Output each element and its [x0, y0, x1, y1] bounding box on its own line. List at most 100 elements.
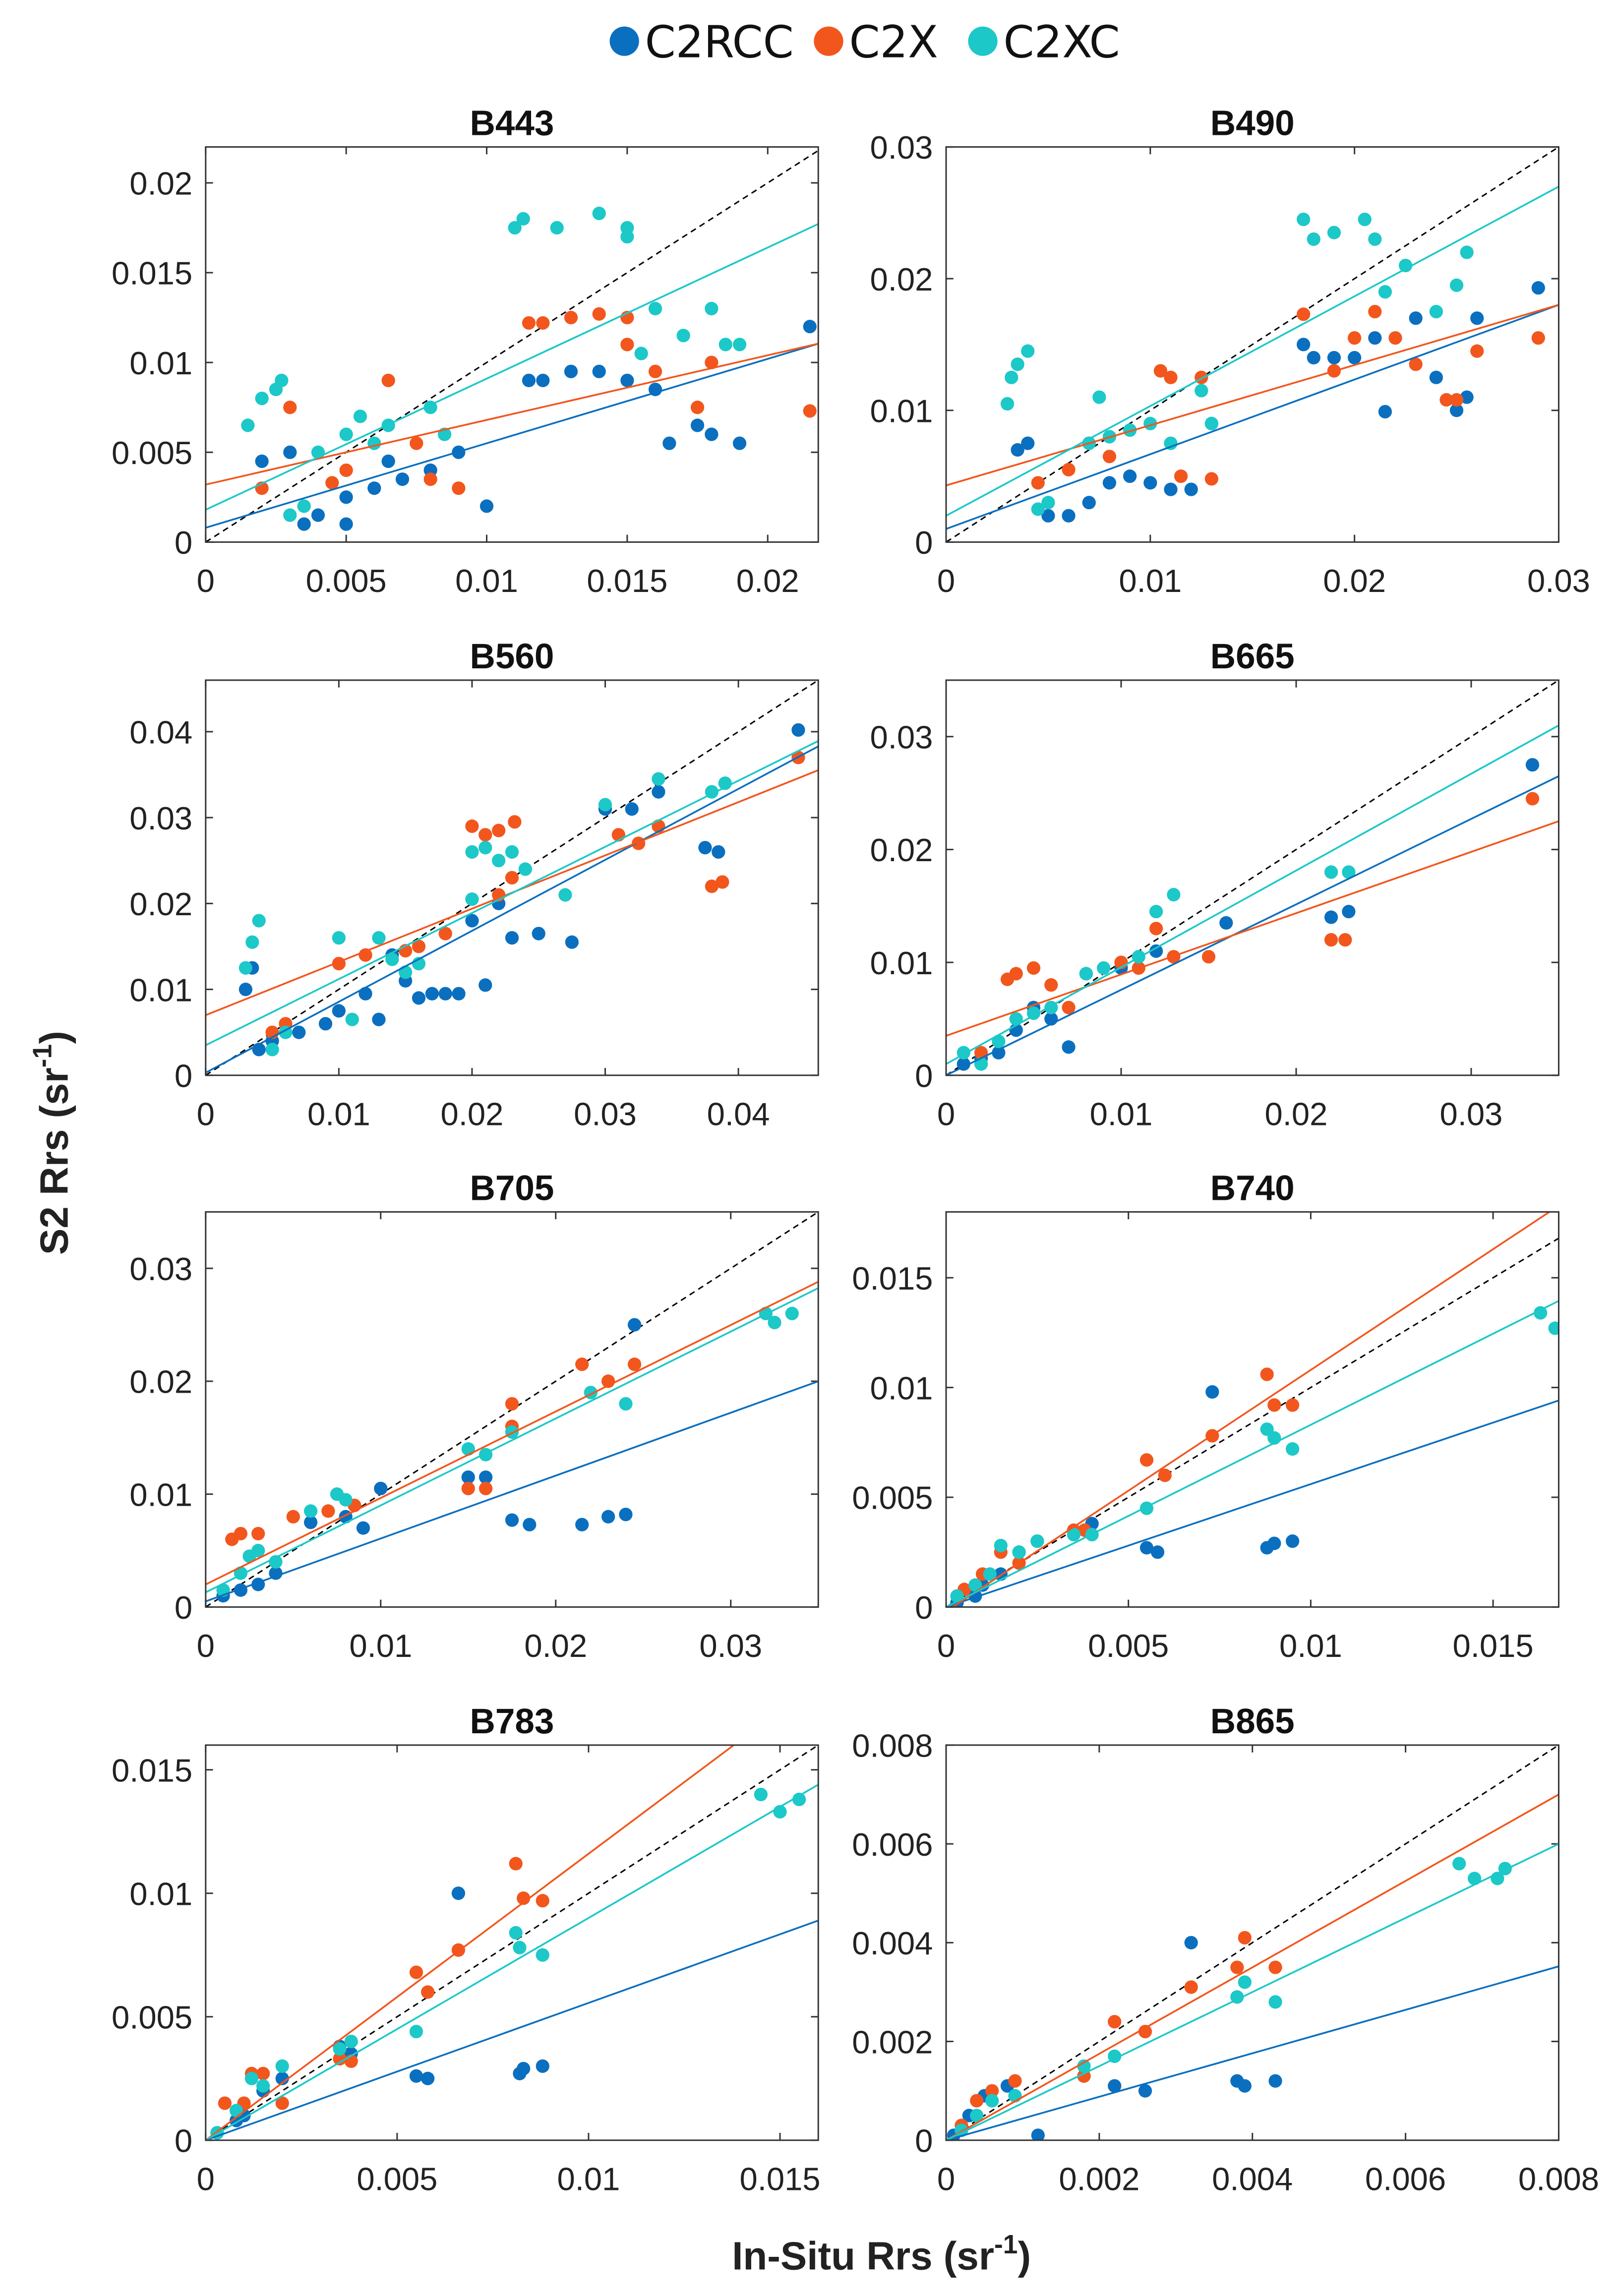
point-c2rcc — [1324, 910, 1338, 924]
x-tick-label: 0.01 — [307, 1096, 370, 1132]
point-c2x — [536, 1894, 549, 1908]
point-c2x — [1062, 1001, 1076, 1014]
x-tick-label: 0.02 — [1265, 1096, 1328, 1132]
point-c2x — [234, 1527, 248, 1540]
point-c2rcc — [575, 1518, 589, 1531]
point-c2rcc — [425, 987, 439, 1001]
point-c2x — [509, 1857, 523, 1871]
point-c2rcc — [1297, 338, 1311, 352]
axes-frame — [205, 146, 819, 543]
point-c2x — [1044, 978, 1058, 992]
point-c2x — [564, 310, 578, 325]
x-tick-label: 0.03 — [699, 1628, 762, 1664]
point-c2rcc — [505, 1513, 519, 1527]
panel-b783: B783 0 0.005 0.01 0.015 0 0.005 0.01 0.015 — [112, 1702, 821, 2197]
x-tick-label: 0.01 — [349, 1628, 412, 1664]
point-c2rcc — [698, 841, 712, 855]
point-c2rcc — [565, 935, 579, 949]
x-tick-label: 0.02 — [1323, 563, 1386, 599]
point-c2xc — [1009, 1012, 1023, 1026]
point-c2x — [1008, 2074, 1022, 2088]
x-tick-label: 0.002 — [1059, 2161, 1139, 2197]
legend-label-c2rcc: C2RCC — [645, 16, 794, 68]
point-c2rcc — [1108, 2079, 1122, 2093]
point-c2x — [1102, 450, 1117, 464]
point-c2rcc — [465, 914, 479, 928]
point-c2xc — [332, 931, 346, 945]
point-c2rcc — [662, 436, 676, 450]
y-tick-label: 0.015 — [852, 1260, 933, 1296]
point-c2xc — [1307, 232, 1320, 246]
point-c2xc — [333, 2042, 347, 2056]
point-c2xc — [1005, 370, 1018, 384]
point-c2x — [1009, 967, 1023, 981]
point-c2x — [275, 2096, 289, 2110]
point-c2xc — [1460, 245, 1474, 259]
y-tick-label: 0.02 — [870, 832, 933, 868]
x-tick-label: 0.01 — [557, 2161, 620, 2197]
point-c2rcc — [522, 373, 536, 387]
point-c2xc — [1342, 865, 1356, 879]
plot-area — [946, 680, 1559, 1075]
point-c2xc — [1398, 258, 1413, 273]
point-c2xc — [768, 1315, 781, 1330]
point-c2rcc — [620, 373, 634, 387]
point-c2rcc — [712, 845, 725, 859]
point-c2rcc — [532, 927, 545, 941]
point-c2x — [479, 1481, 493, 1495]
point-c2x — [1174, 469, 1188, 483]
point-c2rcc — [803, 320, 817, 334]
y-tick-label: 0.01 — [129, 1876, 192, 1912]
point-c2xc — [992, 1034, 1006, 1049]
point-c2rcc — [1102, 476, 1117, 490]
axes-frame — [945, 1744, 1559, 2141]
point-c2x — [218, 2096, 232, 2110]
point-c2xc — [1548, 1321, 1559, 1335]
axes-frame — [205, 679, 819, 1076]
point-c2rcc — [479, 1470, 493, 1484]
point-c2x — [438, 927, 452, 941]
point-c2rcc — [297, 517, 311, 531]
fit-line-c2rcc — [946, 1965, 1559, 2140]
point-c2rcc — [1139, 1541, 1154, 1555]
x-tick-label: 0.01 — [1279, 1628, 1342, 1664]
point-c2xc — [479, 841, 492, 855]
point-c2xc — [345, 1012, 359, 1026]
point-c2rcc — [1143, 476, 1157, 490]
point-c2xc — [994, 1538, 1008, 1553]
point-c2rcc — [374, 1481, 388, 1495]
fit-line-c2x — [205, 1281, 819, 1586]
point-c2x — [970, 2094, 984, 2108]
point-c2xc — [558, 888, 572, 902]
point-c2x — [1230, 1960, 1244, 1974]
y-tick-label: 0.005 — [852, 1480, 933, 1516]
point-c2xc — [1021, 344, 1035, 358]
point-c2x — [627, 1357, 642, 1371]
plot-area — [946, 147, 1559, 542]
point-c2xc — [252, 914, 266, 928]
point-c2rcc — [311, 508, 325, 522]
one-to-one-line — [946, 1745, 1559, 2140]
y-tick-label: 0.005 — [112, 435, 192, 471]
point-c2xc — [1297, 212, 1311, 227]
point-c2rcc — [1184, 482, 1198, 496]
point-c2x — [1184, 1980, 1198, 1994]
x-tick-label: 0 — [937, 1096, 955, 1132]
y-tick-label: 0 — [915, 1590, 933, 1626]
point-c2rcc — [255, 454, 269, 468]
point-c2x — [508, 815, 522, 829]
point-c2xc — [1498, 1862, 1512, 1876]
point-c2rcc — [1429, 370, 1443, 384]
point-c2xc — [251, 1543, 265, 1558]
point-c2rcc — [461, 1470, 475, 1484]
point-c2xc — [1031, 502, 1045, 516]
fit-line-c2rcc — [205, 343, 819, 529]
point-c2xc — [1030, 1534, 1044, 1548]
y-tick-label: 0.01 — [129, 972, 192, 1008]
point-c2xc — [385, 952, 399, 966]
point-c2xc — [676, 329, 690, 343]
point-c2x — [1268, 1960, 1282, 1974]
point-c2xc — [634, 347, 648, 360]
axes-frame — [205, 1211, 819, 1608]
point-c2xc — [516, 212, 530, 226]
